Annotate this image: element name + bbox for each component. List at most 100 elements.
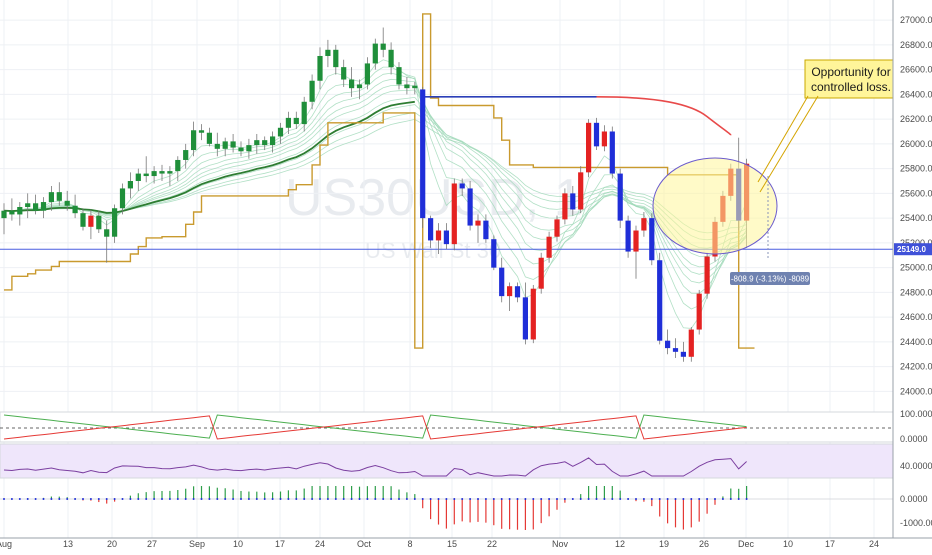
candle-body xyxy=(151,171,157,177)
candle-body xyxy=(198,130,205,133)
measure-label-bg xyxy=(730,272,810,285)
candle-body xyxy=(127,181,133,189)
histogram-dot xyxy=(129,498,132,500)
histogram-dot xyxy=(390,498,393,500)
candle-body xyxy=(333,49,339,68)
candle-body xyxy=(388,49,394,68)
histogram-dot xyxy=(311,498,314,500)
histogram-dot xyxy=(247,498,250,500)
histogram-dot xyxy=(271,498,274,500)
candle-body xyxy=(625,220,631,252)
candle-body xyxy=(159,171,165,174)
histogram-dot xyxy=(508,498,511,500)
ma-ribbon-line xyxy=(3,66,747,310)
histogram-dot xyxy=(524,498,527,500)
candle-body xyxy=(64,200,70,206)
histogram-dot xyxy=(706,498,709,500)
candle-body xyxy=(191,130,197,151)
histogram-dot xyxy=(3,498,5,500)
rsi-line xyxy=(3,457,747,477)
histogram-dot xyxy=(666,498,669,500)
histogram-dot xyxy=(714,498,716,500)
price-tick-label: 26400.0 xyxy=(900,89,932,99)
time-tick-label: Aug xyxy=(0,539,12,549)
histogram-dot xyxy=(429,498,432,500)
histogram-dot xyxy=(658,498,661,500)
histogram-dot xyxy=(153,498,156,500)
histogram-dot xyxy=(255,498,258,500)
histogram-dot xyxy=(200,498,203,500)
ma-slow-line xyxy=(3,100,415,214)
candle-body xyxy=(657,260,663,341)
price-tick-label: 25000.0 xyxy=(900,263,932,273)
candle-body xyxy=(601,131,607,147)
candle-body xyxy=(530,288,536,340)
histogram-dot xyxy=(619,498,622,500)
candle-body xyxy=(672,348,679,352)
histogram-dot xyxy=(453,498,456,500)
candle-body xyxy=(88,215,94,227)
callout-pointer-2 xyxy=(759,95,819,193)
candle-body xyxy=(112,208,118,237)
price-tick-label: 24400.0 xyxy=(900,337,932,347)
histogram-dot xyxy=(224,498,227,500)
candle-body xyxy=(451,183,457,245)
histogram-dot xyxy=(556,498,558,500)
histogram-dot xyxy=(263,498,266,500)
histogram-dot xyxy=(168,498,171,500)
histogram-dot xyxy=(500,498,503,500)
histogram-dot xyxy=(413,498,416,500)
price-tick-label: 25600.0 xyxy=(900,188,932,198)
ma-ribbon-line xyxy=(3,72,747,294)
time-tick-label: 15 xyxy=(447,539,457,549)
histogram-dot xyxy=(492,498,495,500)
candle-body xyxy=(17,207,23,215)
candle-body xyxy=(285,117,291,128)
histogram-dot xyxy=(642,498,645,500)
candle-body xyxy=(183,150,189,160)
highlight-ellipse xyxy=(652,157,778,255)
histogram-dot xyxy=(366,498,369,500)
histogram-dot xyxy=(682,498,685,500)
candle-body xyxy=(499,267,505,297)
candle-body xyxy=(609,131,615,174)
candle-body xyxy=(372,43,378,64)
time-tick-label: 26 xyxy=(699,539,709,549)
histogram-dot xyxy=(334,498,337,500)
candle-body xyxy=(475,220,481,226)
histogram-dot xyxy=(484,498,487,500)
candle-body xyxy=(325,49,331,56)
histogram-dot xyxy=(627,498,630,500)
candle-body xyxy=(206,132,212,144)
price-tick-label: 26600.0 xyxy=(900,65,932,75)
candle-body xyxy=(546,236,552,258)
histogram-dot xyxy=(721,498,724,500)
candle-body xyxy=(514,286,521,298)
candle-body xyxy=(593,122,600,147)
histogram-dot xyxy=(382,498,385,500)
histogram-dot xyxy=(445,498,448,500)
histogram-dot xyxy=(66,498,69,500)
histogram-dot xyxy=(145,498,148,500)
trailing-stop-line xyxy=(4,13,755,349)
time-tick-label: 17 xyxy=(825,539,835,549)
candle-body xyxy=(704,256,710,294)
candle-body xyxy=(641,218,647,231)
time-tick-label: 24 xyxy=(315,539,325,549)
candle-body xyxy=(293,117,299,125)
time-tick-label: Nov xyxy=(552,539,569,549)
histogram-dot xyxy=(405,498,408,500)
histogram-dot xyxy=(350,498,353,500)
indicator-lines xyxy=(0,13,893,349)
candle-body xyxy=(696,293,702,330)
histogram-dot xyxy=(674,498,677,500)
candle-body xyxy=(349,79,355,89)
histogram-dot xyxy=(398,498,400,500)
candle-body xyxy=(104,229,110,237)
measure-label: -808.9 (-3.13%) -8089 xyxy=(731,275,810,284)
candle-body xyxy=(167,171,173,174)
sub-panels xyxy=(0,411,894,530)
candle-body xyxy=(301,101,307,125)
